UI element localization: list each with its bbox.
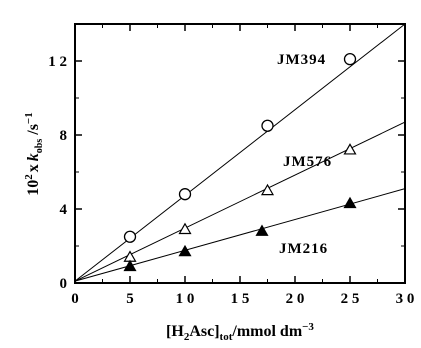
x-axis-title: [H2Asc]tot/mmol dm−3	[166, 321, 314, 343]
y-axis-title: 102xkobs /s−1	[23, 112, 45, 195]
plot-marks	[74, 23, 406, 282]
x-tick-label: 2 5	[341, 291, 360, 307]
y-tick-label: 1 2	[48, 54, 67, 70]
data-point-jm216	[255, 224, 269, 236]
fit-line-jm576	[74, 121, 406, 282]
data-point-jm394	[261, 119, 274, 132]
x-tick-label: 0	[71, 291, 79, 307]
data-point-jm394	[123, 230, 137, 243]
y-tick-label: 4	[60, 202, 68, 218]
data-point-jm576	[178, 222, 192, 235]
x-tick-label: 3 0	[396, 291, 415, 307]
data-point-jm394	[343, 53, 357, 66]
series-label-jm216: JM216	[279, 241, 328, 257]
series-label-jm394: JM394	[277, 52, 326, 68]
x-tick-label: 5	[126, 291, 134, 307]
axis-ticks: 0 5 1 0 1 5 2 0 2 5 3 0 0 4 8 1 2	[48, 24, 414, 307]
x-tick-label: 1 0	[176, 291, 195, 307]
data-point-jm216	[343, 196, 357, 209]
fit-line-jm394	[74, 23, 406, 282]
data-point-jm576	[260, 183, 275, 196]
y-tick-label: 8	[60, 128, 68, 144]
data-point-jm216	[123, 259, 137, 272]
y-tick-label: 0	[60, 276, 68, 292]
series-label-jm576: JM576	[283, 154, 332, 170]
x-tick-label: 1 5	[231, 291, 250, 307]
data-point-jm576	[343, 143, 357, 155]
x-tick-label: 2 0	[286, 291, 305, 307]
data-point-jm394	[178, 188, 192, 201]
data-point-jm216	[178, 244, 192, 257]
